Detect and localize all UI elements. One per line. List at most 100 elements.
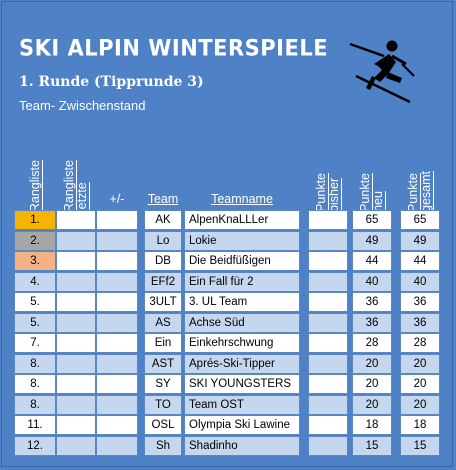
points-total-cell: 36 — [400, 292, 440, 312]
points-total-cell: 20 — [400, 353, 440, 374]
points-new-cell: 65 — [352, 210, 392, 230]
team-name-cell: Ein Fall für 2 — [184, 271, 300, 292]
col-header-punkte-neu: Punkte neu — [358, 173, 385, 212]
team-name-cell: AlpenKnaLLLer — [184, 210, 300, 230]
prev-rank-cell — [56, 230, 96, 251]
rank-cell: 4. — [14, 271, 56, 292]
change-cell — [96, 374, 138, 394]
team-code-cell: EFf2 — [144, 271, 182, 292]
points-total-cell: 49 — [400, 230, 440, 251]
col-header-rangliste-letzte: Rangliste letzte — [62, 159, 89, 212]
points-before-cell — [308, 394, 348, 415]
table-caption: Team- Zwischenstand — [19, 98, 146, 113]
team-code-cell: SY — [144, 374, 182, 394]
team-name-cell: Olympia Ski Lawine — [184, 415, 300, 435]
col-header-rangliste: Rangliste — [27, 159, 42, 212]
col-header-teamname: Teamname — [211, 192, 273, 206]
team-name-cell: Shadinho — [184, 435, 300, 456]
page-subtitle: 1. Runde (Tipprunde 3) — [19, 74, 204, 90]
change-cell — [96, 394, 138, 415]
team-name-cell: SKI YOUNGSTERS — [184, 374, 300, 394]
change-cell — [96, 230, 138, 251]
points-before-cell — [308, 312, 348, 333]
team-name-cell: Die Beidfüßigen — [184, 251, 300, 271]
points-total-cell: 20 — [400, 374, 440, 394]
col-header-punkte-bisher: Punkte bisher — [314, 173, 341, 212]
points-new-cell: 15 — [352, 435, 392, 456]
points-total-cell: 40 — [400, 271, 440, 292]
skier-icon — [349, 40, 415, 104]
points-new-cell: 20 — [352, 394, 392, 415]
points-total-cell: 65 — [400, 210, 440, 230]
col-header-team: Team — [147, 192, 179, 206]
points-total-cell: 15 — [400, 435, 440, 456]
rank-cell: 7. — [14, 333, 56, 353]
prev-rank-cell — [56, 251, 96, 271]
points-total-cell: 28 — [400, 333, 440, 353]
team-code-cell: Sh — [144, 435, 182, 456]
team-code-cell: Lo — [144, 230, 182, 251]
points-total-cell: 36 — [400, 312, 440, 333]
points-new-cell: 40 — [352, 271, 392, 292]
change-cell — [96, 312, 138, 333]
prev-rank-cell — [56, 210, 96, 230]
points-before-cell — [308, 210, 348, 230]
team-name-cell: Einkehrschwung — [184, 333, 300, 353]
points-before-cell — [308, 292, 348, 312]
team-code-cell: TO — [144, 394, 182, 415]
rank-cell: 8. — [14, 353, 56, 374]
team-code-cell: AS — [144, 312, 182, 333]
rank-cell: 5. — [14, 312, 56, 333]
points-before-cell — [308, 271, 348, 292]
points-new-cell: 49 — [352, 230, 392, 251]
points-before-cell — [308, 251, 348, 271]
col-header-plusminus: +/- — [109, 192, 125, 206]
points-new-cell: 36 — [352, 312, 392, 333]
points-new-cell: 28 — [352, 333, 392, 353]
points-new-cell: 18 — [352, 415, 392, 435]
points-new-cell: 20 — [352, 374, 392, 394]
points-before-cell — [308, 415, 348, 435]
change-cell — [96, 333, 138, 353]
rank-cell: 12. — [14, 435, 56, 456]
prev-rank-cell — [56, 394, 96, 415]
prev-rank-cell — [56, 271, 96, 292]
team-code-cell: DB — [144, 251, 182, 271]
rank-cell: 2. — [14, 230, 56, 251]
change-cell — [96, 251, 138, 271]
points-before-cell — [308, 353, 348, 374]
prev-rank-cell — [56, 312, 96, 333]
rank-cell: 5. — [14, 292, 56, 312]
points-total-cell: 18 — [400, 415, 440, 435]
page-title: SKI ALPIN WINTERSPIELE — [19, 35, 329, 61]
team-name-cell: Lokie — [184, 230, 300, 251]
points-new-cell: 36 — [352, 292, 392, 312]
rank-cell: 11. — [14, 415, 56, 435]
team-name-cell: Team OST — [184, 394, 300, 415]
rank-cell: 8. — [14, 394, 56, 415]
team-code-cell: AST — [144, 353, 182, 374]
rank-cell: 8. — [14, 374, 56, 394]
rank-cell: 3. — [14, 251, 56, 271]
prev-rank-cell — [56, 435, 96, 456]
col-header-punkte-gesamt: Punkte gesamt — [406, 171, 433, 212]
prev-rank-cell — [56, 374, 96, 394]
change-cell — [96, 353, 138, 374]
team-name-cell: 3. UL Team — [184, 292, 300, 312]
change-cell — [96, 415, 138, 435]
change-cell — [96, 271, 138, 292]
team-code-cell: 3ULT — [144, 292, 182, 312]
team-code-cell: Ein — [144, 333, 182, 353]
prev-rank-cell — [56, 333, 96, 353]
team-name-cell: Achse Süd — [184, 312, 300, 333]
change-cell — [96, 292, 138, 312]
points-total-cell: 44 — [400, 251, 440, 271]
rank-cell: 1. — [14, 210, 56, 230]
prev-rank-cell — [56, 353, 96, 374]
team-name-cell: Aprés-Ski-Tipper — [184, 353, 300, 374]
points-new-cell: 20 — [352, 353, 392, 374]
points-before-cell — [308, 333, 348, 353]
points-before-cell — [308, 435, 348, 456]
prev-rank-cell — [56, 292, 96, 312]
points-total-cell: 20 — [400, 394, 440, 415]
